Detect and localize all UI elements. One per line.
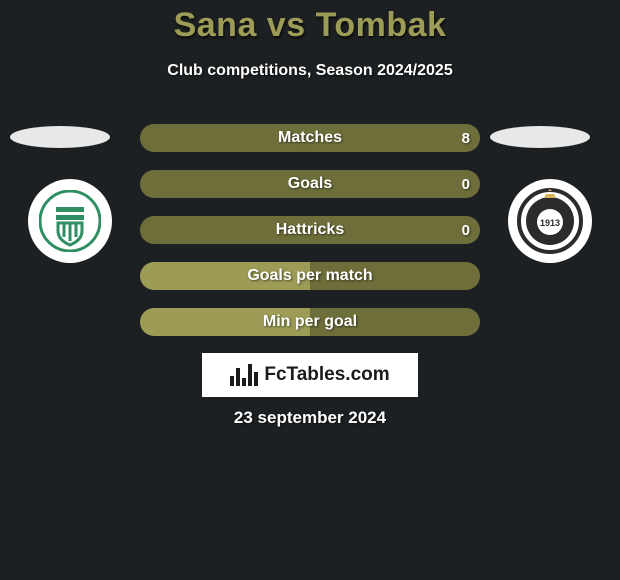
slavia-badge-icon: 1913 — [517, 188, 583, 254]
subtitle: Club competitions, Season 2024/2025 — [0, 62, 620, 80]
stat-label: Goals — [140, 170, 480, 198]
stat-label: Matches — [140, 124, 480, 152]
stat-row: Min per goal — [140, 308, 480, 336]
logo-text: FcTables.com — [264, 364, 389, 386]
page-title: Sana vs Tombak — [0, 6, 620, 45]
stats-bars: 8Matches 0Goals 0Hattricks Goals per match M… — [140, 124, 480, 354]
date-label: 23 september 2024 — [0, 408, 620, 428]
right-player-oval — [490, 126, 590, 148]
fctables-logo: FcTables.com — [202, 353, 418, 397]
left-club-badge — [28, 179, 112, 263]
stat-row: 8Matches — [140, 124, 480, 152]
stat-row: Goals per match — [140, 262, 480, 290]
left-player-oval — [10, 126, 110, 148]
logo-bars-icon — [230, 364, 258, 386]
svg-text:1913: 1913 — [540, 218, 560, 228]
stat-row: 0Goals — [140, 170, 480, 198]
right-club-badge: 1913 — [508, 179, 592, 263]
stat-label: Min per goal — [140, 308, 480, 336]
stat-label: Goals per match — [140, 262, 480, 290]
beroe-badge-icon — [39, 190, 101, 252]
stat-label: Hattricks — [140, 216, 480, 244]
stat-row: 0Hattricks — [140, 216, 480, 244]
